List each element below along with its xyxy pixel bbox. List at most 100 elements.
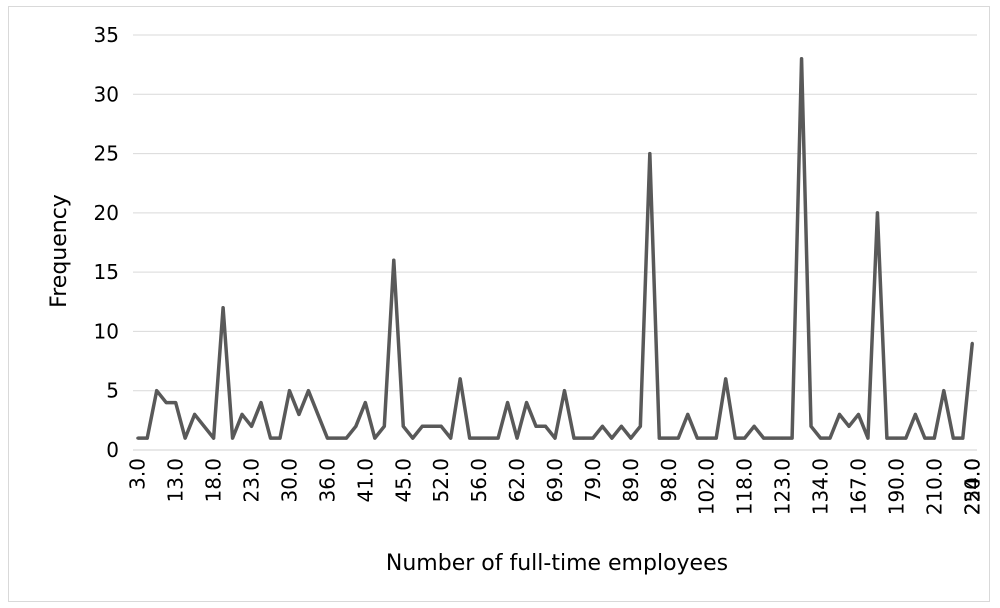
- data-point: [534, 424, 538, 428]
- data-point: [287, 389, 291, 393]
- data-point: [202, 424, 206, 428]
- data-point: [847, 424, 851, 428]
- data-point: [904, 436, 908, 440]
- data-point: [240, 412, 244, 416]
- x-tick-label: 62.0: [505, 458, 529, 503]
- data-point: [828, 436, 832, 440]
- x-tick-label: 118.0: [733, 458, 757, 515]
- x-tick-label: 123.0: [771, 458, 795, 515]
- data-point: [714, 436, 718, 440]
- x-tick-label: 69.0: [543, 458, 567, 503]
- data-point: [231, 436, 235, 440]
- x-tick-label: 79.0: [581, 458, 605, 503]
- data-point: [648, 152, 652, 156]
- x-tick-label: 167.0: [846, 458, 870, 515]
- data-point: [458, 377, 462, 381]
- data-point: [657, 436, 661, 440]
- data-point: [544, 424, 548, 428]
- data-point: [809, 424, 813, 428]
- x-tick-label: 41.0: [353, 458, 377, 503]
- data-point: [221, 306, 225, 310]
- x-tick-label: 98.0: [657, 458, 681, 503]
- data-point: [923, 436, 927, 440]
- data-point: [269, 436, 273, 440]
- data-point: [193, 412, 197, 416]
- data-point: [439, 424, 443, 428]
- data-point: [430, 424, 434, 428]
- data-point: [515, 436, 519, 440]
- data-point: [145, 436, 149, 440]
- x-tick-label: 45.0: [391, 458, 415, 503]
- data-point: [487, 436, 491, 440]
- y-axis-ticks: 0 5 10 15 20 25 30 35: [94, 23, 119, 462]
- data-point: [875, 211, 879, 215]
- data-point: [856, 412, 860, 416]
- y-tick-label: 0: [106, 438, 119, 462]
- data-point: [316, 412, 320, 416]
- data-point: [373, 436, 377, 440]
- data-point: [800, 57, 804, 61]
- data-point: [553, 436, 557, 440]
- data-point: [525, 401, 529, 405]
- data-point: [600, 424, 604, 428]
- x-tick-label: 190.0: [884, 458, 908, 515]
- gridlines: [133, 34, 977, 451]
- data-point: [591, 436, 595, 440]
- data-point: [961, 436, 965, 440]
- data-point: [155, 389, 159, 393]
- data-point: [894, 436, 898, 440]
- data-point: [477, 436, 481, 440]
- x-tick-label: 102.0: [695, 458, 719, 515]
- data-point: [401, 424, 405, 428]
- data-point: [781, 436, 785, 440]
- data-point: [363, 401, 367, 405]
- data-point: [913, 412, 917, 416]
- x-tick-label: 134.0: [809, 458, 833, 515]
- data-point: [335, 436, 339, 440]
- data-point: [686, 412, 690, 416]
- x-tick-label: 23.0: [240, 458, 264, 503]
- data-point: [581, 436, 585, 440]
- data-point: [562, 389, 566, 393]
- data-point: [695, 436, 699, 440]
- data-point: [705, 436, 709, 440]
- y-tick-label: 25: [94, 142, 119, 166]
- x-tick-label: 89.0: [619, 458, 643, 503]
- x-tick-label: 18.0: [202, 458, 226, 503]
- y-tick-label: 15: [94, 260, 119, 284]
- data-point: [259, 401, 263, 405]
- data-point: [866, 436, 870, 440]
- x-tick-label: 3.0: [126, 458, 150, 490]
- data-point: [449, 436, 453, 440]
- x-axis-ticks: 3.0 13.0 18.0 23.0 30.0 36.0 41.0 45.0 52.0 56.0 6…: [126, 458, 985, 515]
- y-tick-label: 30: [94, 82, 119, 106]
- data-point: [819, 436, 823, 440]
- data-point: [733, 436, 737, 440]
- line-chart: 0 5 10 15 20 25 30 35 3.0 13.0 18.0 23.0 30.0 36.0 41…: [47, 23, 985, 576]
- data-point: [278, 436, 282, 440]
- data-point: [136, 436, 140, 440]
- data-point: [610, 436, 614, 440]
- data-point: [942, 389, 946, 393]
- y-tick-label: 10: [94, 319, 119, 343]
- data-point: [970, 341, 974, 345]
- y-axis-title: Frequency: [47, 194, 72, 308]
- data-point: [752, 424, 756, 428]
- x-tick-label: 36.0: [315, 458, 339, 503]
- data-point: [885, 436, 889, 440]
- chart-frame: 0 5 10 15 20 25 30 35 3.0 13.0 18.0 23.0 30.0 36.0 41…: [8, 6, 990, 602]
- x-tick-label: 56.0: [467, 458, 491, 503]
- data-point: [468, 436, 472, 440]
- y-tick-label: 35: [94, 23, 119, 47]
- series-line: [137, 56, 975, 440]
- x-tick-label: 13.0: [164, 458, 188, 503]
- data-point: [183, 436, 187, 440]
- data-point: [951, 436, 955, 440]
- x-tick-label: 250.0: [960, 458, 984, 515]
- data-point: [629, 436, 633, 440]
- data-point: [420, 424, 424, 428]
- data-point: [932, 436, 936, 440]
- data-point: [676, 436, 680, 440]
- data-point: [212, 436, 216, 440]
- data-point: [325, 436, 329, 440]
